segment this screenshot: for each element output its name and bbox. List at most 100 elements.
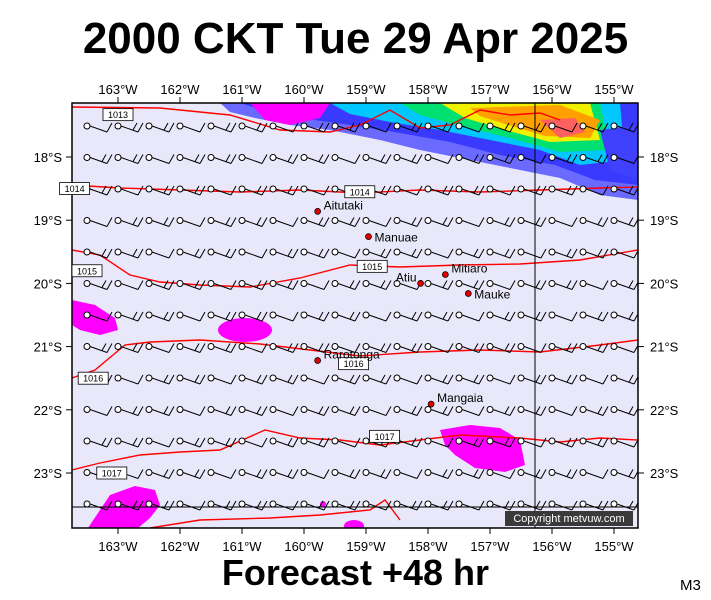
wind-barb: [207, 469, 237, 479]
lon-tick-label: 158°W: [408, 539, 448, 554]
isobar-label: 1015: [71, 264, 103, 278]
wind-barb: [517, 406, 547, 416]
svg-text:1014: 1014: [65, 184, 85, 194]
svg-text:1017: 1017: [375, 432, 395, 442]
place-marker: Rarotonga: [314, 348, 380, 364]
wind-barb: [114, 343, 144, 353]
wind-barb: [269, 406, 299, 416]
wind-barb: [579, 374, 609, 385]
wind-barb: [455, 280, 485, 290]
wind-barb: [114, 217, 144, 227]
wind-barb: [393, 374, 423, 385]
wind-barb: [424, 469, 454, 479]
place-label: Atiu: [396, 270, 417, 284]
svg-text:1013: 1013: [108, 110, 128, 120]
wind-barb: [269, 185, 299, 196]
isobar-label: 1013: [102, 108, 134, 122]
wind-barb: [610, 406, 638, 416]
wind-barb: [579, 280, 609, 290]
lat-tick-label: 22°S: [650, 403, 679, 418]
place-label: Mangaia: [437, 391, 483, 405]
wind-barb: [579, 469, 609, 479]
wind-barb: [362, 122, 392, 133]
lon-tick-label: 162°W: [160, 539, 200, 554]
wind-barb: [176, 406, 206, 416]
wind-barb: [83, 343, 113, 353]
forecast-hour: Forecast +48 hr: [221, 552, 490, 593]
wind-barb: [238, 122, 268, 133]
wind-barb: [269, 248, 299, 259]
wind-barb: [207, 343, 237, 353]
wind-barb: [548, 280, 578, 290]
wind-barb: [176, 311, 206, 322]
wind-barb: [455, 374, 485, 385]
forecast-title: 2000 CKT Tue 29 Apr 2025: [82, 14, 629, 63]
isobar-label: 1014: [344, 185, 376, 199]
place-marker: Atiu: [396, 270, 424, 287]
wind-barb: [486, 311, 516, 322]
wind-barb: [548, 374, 578, 385]
wind-barb: [610, 154, 638, 164]
wind-barb: [331, 374, 361, 385]
place-marker: Manuae: [365, 231, 418, 245]
longitude-ticks: 163°W 163°W 162°W 162°W 161°W 161°W 160°W 160°W…: [98, 82, 634, 554]
wind-barb: [269, 280, 299, 290]
wind-barb: [207, 248, 237, 259]
wind-barb: [362, 248, 392, 259]
wind-barb: [642, 249, 670, 258]
wind-barb: [424, 343, 454, 353]
wind-barb: [238, 248, 268, 259]
wind-barbs: [83, 122, 670, 542]
wind-barb: [114, 311, 144, 322]
wind-barb: [269, 217, 299, 227]
wind-barb: [176, 154, 206, 164]
wind-barb: [331, 280, 361, 290]
wind-barb: [331, 122, 361, 133]
place-marker: Mangaia: [427, 391, 483, 408]
wind-barb: [486, 343, 516, 353]
wind-barb: [269, 500, 299, 511]
lon-tick-label: 156°W: [532, 82, 572, 97]
wind-barb: [455, 311, 485, 322]
wind-barb: [362, 500, 392, 511]
lat-tick-label: 18°S: [650, 150, 679, 165]
wind-barb: [176, 248, 206, 259]
wind-barb: [83, 280, 113, 290]
wind-barb: [548, 154, 578, 164]
wind-barb: [362, 217, 392, 227]
model-code: M3: [680, 577, 701, 594]
wind-barb: [207, 280, 237, 290]
lat-tick-label: 22°S: [34, 403, 63, 418]
wind-barb: [610, 311, 638, 322]
lat-tick-label: 21°S: [34, 340, 63, 355]
place-marker: Mauke: [464, 288, 511, 302]
wind-barb: [579, 122, 609, 133]
wind-barb: [548, 437, 578, 448]
wind-barb: [83, 406, 113, 416]
wind-barb: [269, 374, 299, 385]
wind-barb: [145, 469, 175, 479]
wind-barb: [642, 533, 670, 542]
wind-barb: [642, 312, 670, 321]
wind-barb: [548, 122, 578, 133]
wind-barb: [300, 311, 330, 322]
lon-tick-label: 157°W: [470, 82, 510, 97]
isobar-label: 1016: [338, 357, 370, 371]
lat-tick-label: 23°S: [650, 466, 679, 481]
wind-barb: [393, 217, 423, 227]
wind-barb: [642, 375, 670, 384]
wind-barb: [300, 469, 330, 479]
wind-barb: [207, 311, 237, 322]
wind-barb: [579, 154, 609, 164]
wind-barb: [145, 343, 175, 353]
isobar-label: 1016: [77, 371, 109, 385]
wind-barb: [486, 154, 516, 164]
wind-barb: [393, 311, 423, 322]
place-label: Rarotonga: [324, 348, 380, 362]
wind-barb: [393, 343, 423, 353]
wind-barb: [579, 248, 609, 259]
lat-tick-label: 20°S: [650, 276, 679, 291]
wind-barb: [238, 406, 268, 416]
wind-barb: [145, 280, 175, 290]
